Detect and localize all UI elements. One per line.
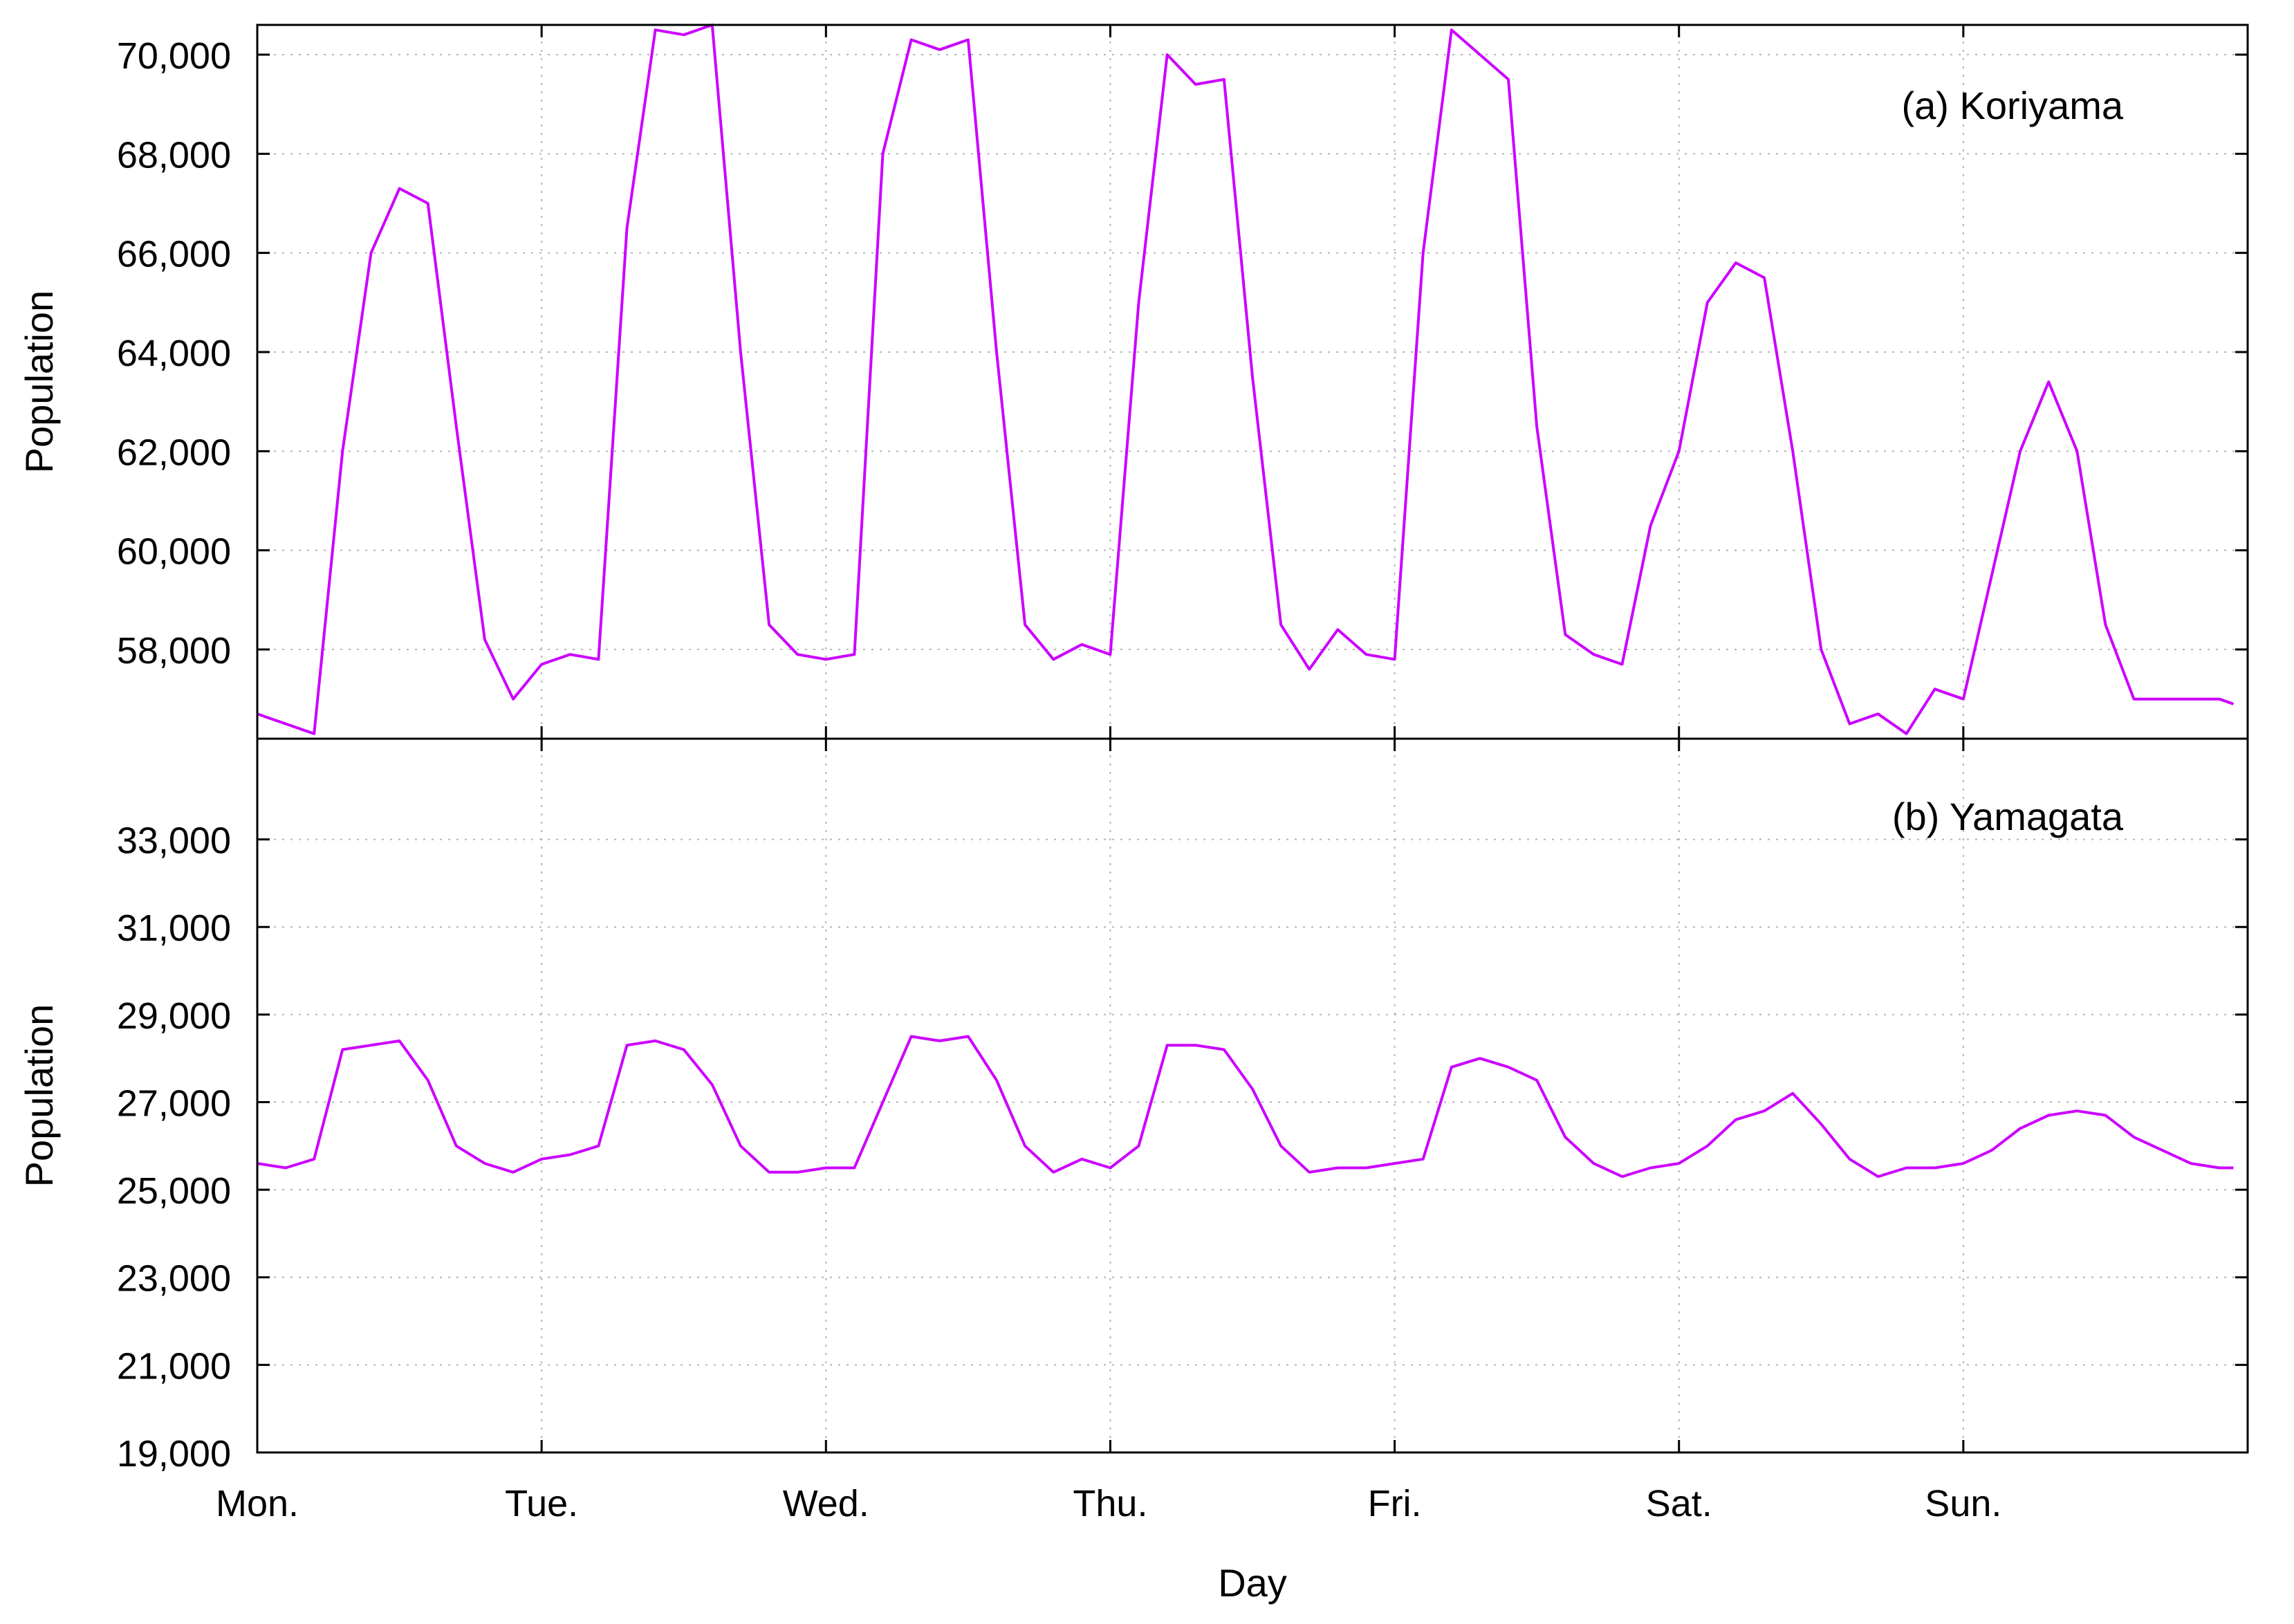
y-tick-label: 19,000	[117, 1433, 231, 1475]
panel-yamagata: 19,000 21,000 23,000 25,000 27,000 29,000 31,0…	[17, 737, 2249, 1605]
x-tick-label: Sat.	[1646, 1483, 1712, 1524]
y-tick-label: 27,000	[117, 1082, 231, 1124]
panel-a-title: (a) Koriyama	[1901, 84, 2123, 127]
panel-b-x-tick-labels: Mon. Tue. Wed. Thu. Fri. Sat. Sun.	[216, 1483, 2001, 1524]
y-tick-label: 66,000	[117, 234, 231, 275]
panel-b-x-tick-marks	[540, 739, 1965, 1452]
panel-a-series-line	[257, 24, 2235, 735]
y-tick-label: 21,000	[117, 1345, 231, 1387]
panel-b-grid	[257, 739, 2248, 1454]
panel-b-y-axis-label: Population	[17, 1004, 61, 1188]
y-tick-label: 29,000	[117, 995, 231, 1037]
y-tick-label: 31,000	[117, 907, 231, 949]
x-tick-label: Wed.	[783, 1483, 869, 1524]
panel-a-y-tick-labels: 58,000 60,000 62,000 64,000 66,000 68,000 70,0…	[117, 35, 231, 672]
x-axis-label: Day	[1218, 1561, 1287, 1605]
x-tick-label: Mon.	[216, 1483, 299, 1524]
panel-b-title: (b) Yamagata	[1892, 795, 2124, 838]
panel-a-y-axis-label: Population	[17, 290, 61, 474]
panel-a-grid	[257, 25, 2248, 739]
x-tick-label: Thu.	[1073, 1483, 1147, 1524]
y-tick-label: 70,000	[117, 35, 231, 77]
panel-koriyama: 58,000 60,000 62,000 64,000 66,000 68,000 70,0…	[17, 24, 2249, 740]
panel-b-frame	[256, 737, 2249, 1454]
y-tick-label: 23,000	[117, 1258, 231, 1300]
panel-b-series-line	[257, 1035, 2234, 1179]
x-tick-label: Sun.	[1925, 1483, 2001, 1524]
y-tick-label: 25,000	[117, 1170, 231, 1212]
y-tick-label: 58,000	[117, 630, 231, 672]
x-tick-label: Tue.	[505, 1483, 578, 1524]
panel-b-y-tick-labels: 19,000 21,000 23,000 25,000 27,000 29,000 31,0…	[117, 820, 231, 1475]
y-tick-label: 62,000	[117, 432, 231, 473]
x-tick-label: Fri.	[1368, 1483, 1422, 1524]
panel-a-x-tick-marks	[540, 25, 1965, 739]
y-tick-label: 60,000	[117, 531, 231, 573]
y-tick-label: 68,000	[117, 134, 231, 176]
y-tick-label: 64,000	[117, 333, 231, 374]
y-tick-label: 33,000	[117, 820, 231, 862]
